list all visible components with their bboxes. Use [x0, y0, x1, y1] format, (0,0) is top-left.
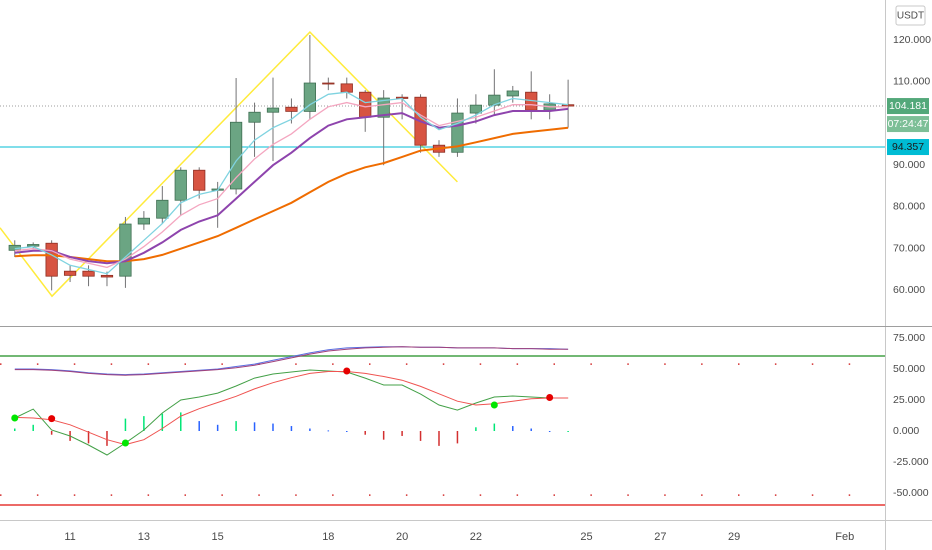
x-tick-label: 11 — [64, 531, 75, 543]
histogram-bar — [493, 423, 496, 431]
candle-body — [451, 112, 464, 153]
histogram-bar — [548, 430, 551, 432]
oscillator-line — [14, 369, 569, 456]
x-tick-label: 29 — [728, 531, 740, 543]
histogram-bar — [475, 427, 477, 431]
candle-body — [45, 242, 58, 277]
x-tick-label: 25 — [580, 531, 592, 543]
countdown-label: 07:24:47 — [888, 118, 929, 130]
histogram-bar — [364, 430, 366, 435]
candle-body — [561, 104, 575, 107]
candle-body — [119, 223, 132, 277]
histogram-bar — [32, 424, 34, 431]
moving-average-line — [14, 126, 569, 263]
candle-body — [340, 83, 353, 93]
histogram-bar — [198, 421, 200, 431]
candle-body — [377, 97, 390, 118]
y-tick-label: 80.000 — [893, 201, 925, 213]
x-tick-label: 27 — [654, 531, 666, 543]
histogram-bar — [272, 423, 274, 431]
histogram-bar — [87, 430, 90, 444]
histogram-bar — [124, 418, 127, 431]
hline-label: 94.357 — [892, 141, 924, 153]
x-tick-label: 18 — [322, 531, 334, 543]
signal-dot — [11, 414, 19, 422]
signal-dot — [490, 401, 498, 409]
candle-body — [174, 169, 187, 201]
y-tick-label: 70.000 — [893, 242, 925, 254]
candle-body — [156, 199, 169, 219]
histogram-bar — [180, 412, 182, 431]
x-tick-label: 13 — [138, 531, 150, 543]
moving-average-line — [14, 107, 569, 265]
y-tick-label: 75.000 — [893, 332, 925, 344]
signal-dot — [343, 367, 351, 375]
candle-body — [100, 274, 114, 278]
price-label-box — [887, 98, 929, 115]
histogram-bar — [235, 421, 237, 431]
histogram-bar — [567, 430, 569, 432]
candle-body — [193, 169, 206, 191]
histogram-bar — [253, 422, 256, 431]
histogram-bar — [309, 428, 311, 431]
y-tick-label: 110.000 — [893, 76, 930, 88]
candle-body — [82, 270, 95, 277]
candle-body — [359, 91, 372, 118]
hline-label-box — [887, 139, 929, 156]
y-tick-label: 25.000 — [893, 394, 925, 406]
candle-body — [248, 111, 261, 123]
candle-body — [27, 244, 40, 247]
x-tick-label: 15 — [212, 531, 224, 543]
histogram-bar — [106, 430, 108, 446]
oscillator-line — [14, 371, 569, 446]
signal-dot — [546, 394, 554, 402]
currency-box[interactable] — [895, 5, 926, 26]
histogram-bar — [530, 428, 532, 431]
signal-dot — [48, 415, 56, 423]
y-tick-label: 120.000 — [893, 34, 931, 46]
histogram-bar — [456, 430, 459, 444]
candle-body — [303, 82, 316, 112]
price-label: 104.181 — [889, 100, 927, 112]
histogram-bar — [14, 428, 16, 431]
candle-body — [285, 106, 298, 112]
histogram-bar — [216, 424, 219, 431]
candle-body — [469, 104, 483, 114]
histogram-bar — [346, 430, 348, 432]
y-tick-label: -25.000 — [893, 456, 929, 468]
countdown-box — [887, 116, 929, 133]
histogram-bar — [401, 430, 403, 436]
moving-average-line — [14, 91, 569, 275]
currency-label[interactable]: USDT — [897, 11, 924, 22]
y-tick-label: 0.000 — [893, 425, 919, 437]
candle-body — [229, 121, 243, 190]
y-tick-label: -50.000 — [893, 487, 929, 499]
histogram-bar — [161, 413, 164, 431]
histogram-bar — [50, 430, 53, 435]
histogram-bar — [327, 430, 330, 432]
candle-body — [137, 217, 150, 225]
signal-dot — [121, 439, 129, 447]
histogram-bar — [290, 426, 293, 431]
x-tick-label: 22 — [470, 531, 482, 543]
candle-body — [322, 82, 335, 85]
histogram-bar — [419, 430, 422, 441]
y-tick-label: 50.000 — [893, 363, 925, 375]
histogram-bar — [143, 416, 145, 431]
candle-body — [63, 270, 77, 276]
candle-body — [506, 90, 519, 97]
oscillator-line — [14, 346, 569, 376]
y-tick-label: 90.000 — [893, 159, 925, 171]
histogram-bar — [512, 426, 514, 431]
y-tick-label: 60.000 — [893, 284, 925, 296]
x-tick-label: 20 — [396, 531, 408, 543]
candle-body — [266, 107, 280, 113]
oscillator-line — [14, 346, 569, 376]
moving-average-line — [14, 101, 569, 269]
histogram-bar — [438, 430, 440, 446]
x-tick-label: Feb — [835, 531, 854, 543]
histogram-bar — [382, 430, 385, 440]
